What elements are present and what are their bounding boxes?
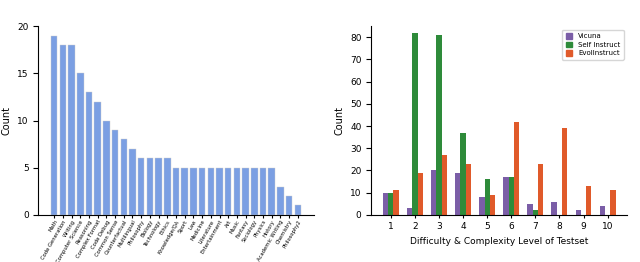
- Bar: [77, 73, 84, 215]
- Y-axis label: Count: Count: [2, 106, 12, 135]
- Legend: Vicuna, Self Instruct, EvolInstruct: Vicuna, Self Instruct, EvolInstruct: [562, 30, 624, 60]
- Bar: [294, 205, 301, 215]
- Bar: [552, 201, 557, 215]
- Bar: [527, 204, 532, 215]
- Bar: [277, 187, 284, 215]
- Bar: [479, 197, 484, 215]
- Bar: [509, 177, 514, 215]
- Bar: [120, 139, 127, 215]
- Bar: [260, 168, 266, 215]
- Bar: [268, 168, 275, 215]
- Bar: [156, 158, 162, 215]
- Bar: [251, 168, 257, 215]
- Bar: [138, 158, 145, 215]
- Bar: [490, 195, 495, 215]
- Bar: [455, 173, 460, 215]
- Bar: [129, 149, 136, 215]
- Bar: [562, 128, 568, 215]
- Bar: [412, 33, 417, 215]
- Bar: [286, 196, 292, 215]
- X-axis label: Difficulty & Complexity Level of Testset: Difficulty & Complexity Level of Testset: [410, 237, 588, 246]
- Bar: [216, 168, 223, 215]
- Bar: [586, 186, 591, 215]
- Bar: [394, 190, 399, 215]
- Bar: [95, 102, 101, 215]
- Bar: [173, 168, 179, 215]
- Bar: [225, 168, 232, 215]
- Bar: [86, 92, 92, 215]
- Bar: [243, 168, 249, 215]
- Bar: [60, 45, 66, 215]
- Bar: [442, 155, 447, 215]
- Bar: [436, 35, 442, 215]
- Bar: [466, 164, 471, 215]
- Bar: [103, 121, 109, 215]
- Bar: [190, 168, 196, 215]
- Bar: [460, 133, 466, 215]
- Bar: [68, 45, 75, 215]
- Bar: [112, 130, 118, 215]
- Bar: [611, 190, 616, 215]
- Bar: [383, 193, 388, 215]
- Bar: [51, 36, 58, 215]
- Bar: [234, 168, 240, 215]
- Bar: [207, 168, 214, 215]
- Bar: [600, 206, 605, 215]
- Bar: [417, 173, 423, 215]
- Bar: [532, 210, 538, 215]
- Bar: [199, 168, 205, 215]
- Y-axis label: Count: Count: [335, 106, 344, 135]
- Bar: [181, 168, 188, 215]
- Bar: [388, 193, 394, 215]
- Bar: [431, 171, 436, 215]
- Bar: [164, 158, 171, 215]
- Bar: [538, 164, 543, 215]
- Bar: [575, 210, 581, 215]
- Bar: [503, 177, 509, 215]
- Bar: [484, 179, 490, 215]
- Bar: [147, 158, 153, 215]
- Bar: [407, 208, 412, 215]
- Bar: [514, 122, 519, 215]
